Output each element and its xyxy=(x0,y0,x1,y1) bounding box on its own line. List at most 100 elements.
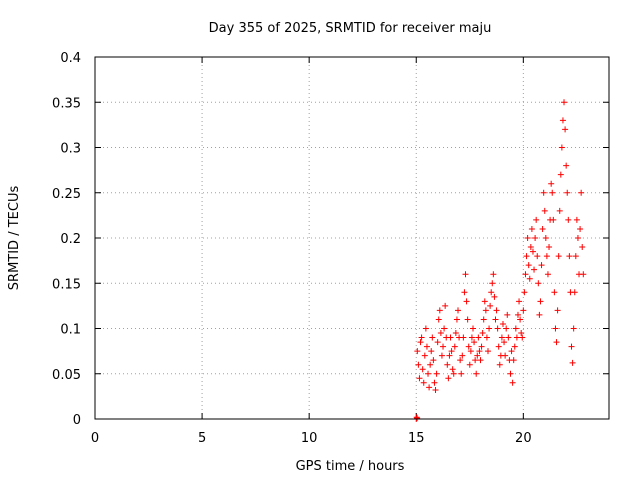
data-point xyxy=(509,379,516,386)
data-point xyxy=(524,235,531,241)
data-point xyxy=(433,370,440,377)
data-point xyxy=(418,334,425,341)
data-point xyxy=(564,189,571,196)
data-point xyxy=(552,325,559,332)
data-point xyxy=(555,253,562,260)
data-point xyxy=(521,289,528,296)
data-point xyxy=(474,352,481,359)
tick-labels: 0 5 10 15 20 0 0.05 0.1 0.15 0.2 0.25 0.3 0.35 0.4 xyxy=(52,51,532,446)
data-point xyxy=(556,207,563,214)
data-point xyxy=(522,271,529,278)
data-point xyxy=(476,348,483,355)
data-point xyxy=(432,387,439,394)
data-point xyxy=(471,339,478,346)
data-point xyxy=(463,298,470,305)
data-point xyxy=(488,289,495,296)
data-point xyxy=(553,339,560,346)
x-tick-label: 0 xyxy=(91,431,99,446)
data-point xyxy=(499,320,506,327)
data-point xyxy=(540,189,547,196)
data-point xyxy=(520,307,527,314)
data-point xyxy=(536,311,543,318)
data-point xyxy=(492,316,499,323)
data-point xyxy=(534,253,541,260)
data-point xyxy=(445,375,452,382)
data-point xyxy=(531,266,538,273)
data-point xyxy=(578,189,585,196)
data-points xyxy=(413,99,587,422)
data-point xyxy=(572,253,579,260)
data-point xyxy=(448,348,455,355)
data-point xyxy=(563,162,570,169)
data-point xyxy=(465,343,472,350)
data-point xyxy=(518,330,525,337)
data-point xyxy=(436,307,443,314)
x-axis-label: GPS time / hours xyxy=(296,459,405,474)
data-point xyxy=(501,339,508,346)
x-tick-label: 20 xyxy=(515,431,532,446)
y-tick-label: 0.25 xyxy=(52,187,81,202)
data-point xyxy=(491,293,498,300)
data-point xyxy=(569,359,576,366)
data-point xyxy=(537,298,544,305)
data-point xyxy=(437,330,444,337)
data-point xyxy=(440,343,447,350)
data-point xyxy=(562,126,569,133)
data-point xyxy=(442,302,449,309)
data-point xyxy=(512,325,519,332)
data-point xyxy=(462,271,469,278)
data-point xyxy=(429,334,436,341)
y-tick-label: 0.1 xyxy=(60,323,81,338)
data-point xyxy=(422,325,429,332)
data-point xyxy=(484,348,491,355)
data-point xyxy=(430,357,437,364)
chart-title: Day 355 of 2025, SRMTID for receiver maj… xyxy=(209,21,492,36)
data-point xyxy=(523,253,530,260)
data-point xyxy=(503,325,510,332)
data-point xyxy=(453,316,460,323)
x-tick-label: 15 xyxy=(408,431,425,446)
data-point xyxy=(558,144,565,151)
data-point xyxy=(526,275,533,282)
data-point xyxy=(514,311,521,318)
data-point xyxy=(450,370,457,377)
data-point xyxy=(475,334,482,341)
data-point xyxy=(481,298,488,305)
data-point xyxy=(548,180,555,187)
data-point xyxy=(434,339,441,346)
data-point xyxy=(427,361,434,368)
data-point xyxy=(568,343,575,350)
data-point xyxy=(479,330,486,337)
data-point xyxy=(417,339,424,346)
data-point xyxy=(435,316,442,323)
data-point xyxy=(528,225,535,232)
data-point xyxy=(457,357,464,364)
data-point xyxy=(478,343,485,350)
data-point xyxy=(415,361,422,368)
data-point xyxy=(559,117,566,124)
data-point xyxy=(580,271,587,278)
data-point xyxy=(538,262,545,269)
data-point xyxy=(473,370,480,377)
data-point xyxy=(570,325,577,332)
data-point xyxy=(495,343,502,350)
data-point xyxy=(455,307,462,314)
data-point xyxy=(579,244,586,251)
data-point xyxy=(565,216,572,223)
data-point xyxy=(414,415,421,422)
data-point xyxy=(421,352,428,359)
y-tick-label: 0.05 xyxy=(52,368,81,383)
y-tick-label: 0.35 xyxy=(52,96,81,111)
data-point xyxy=(486,325,493,332)
data-point xyxy=(544,271,551,278)
data-point xyxy=(420,379,427,386)
data-point xyxy=(502,352,509,359)
data-point xyxy=(458,370,465,377)
data-point xyxy=(571,289,578,296)
data-point xyxy=(487,302,494,309)
data-point xyxy=(557,171,564,178)
y-tick-label: 0.2 xyxy=(60,232,81,247)
data-point xyxy=(525,262,532,269)
x-tick-label: 10 xyxy=(301,431,318,446)
